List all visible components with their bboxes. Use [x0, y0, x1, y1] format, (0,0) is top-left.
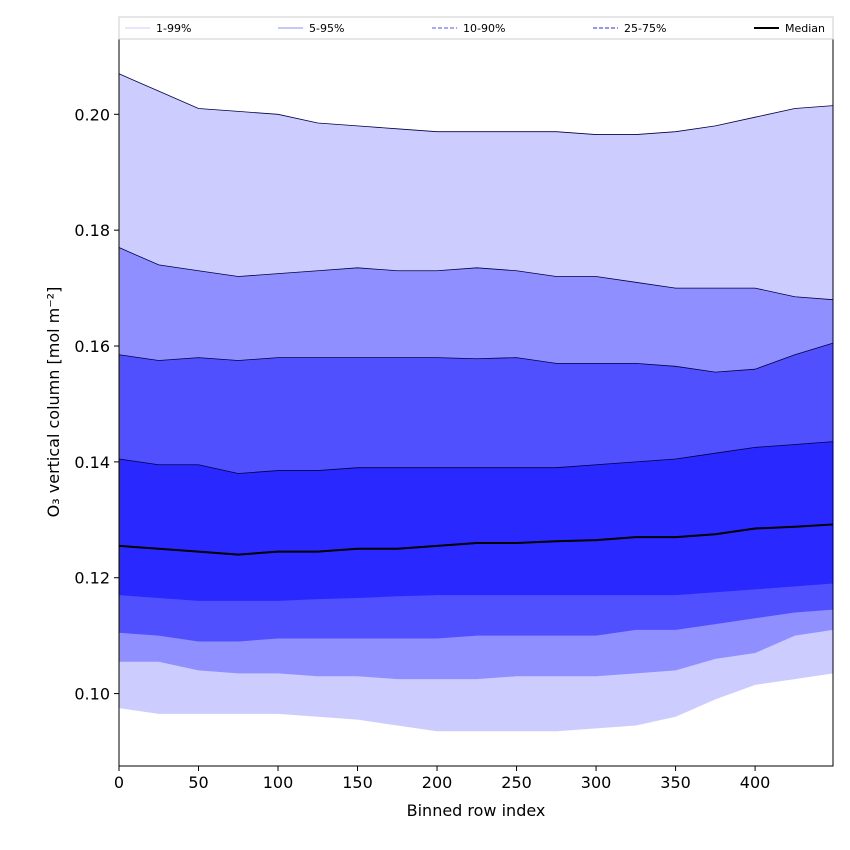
legend-label-1-99: 1-99% [156, 22, 191, 35]
x-tick-label: 200 [422, 773, 453, 792]
x-tick-label: 100 [263, 773, 294, 792]
y-tick-label: 0.18 [74, 221, 110, 240]
legend-box [118, 16, 834, 40]
band-10-90-upper-edge [118, 342, 834, 373]
band-25-75 [119, 441, 833, 601]
median-line [118, 523, 834, 556]
x-tick-label: 400 [740, 773, 771, 792]
y-axis-label: O₃ vertical column [mol m⁻²] [44, 287, 63, 518]
legend-label-5-95: 5-95% [309, 22, 344, 35]
y-tick-label: 0.12 [74, 569, 110, 588]
x-axis-ticks: 0 50 100 150 200 250 300 350 400 [114, 766, 770, 792]
y-tick-label: 0.16 [74, 337, 110, 356]
x-tick-label: 250 [501, 773, 532, 792]
bands-layer [118, 73, 834, 732]
band-1-99-upper-edge [118, 73, 834, 135]
x-tick-label: 350 [660, 773, 691, 792]
band-5-95-upper-edge [118, 247, 834, 301]
legend: 1-99% 5-95% 10-90% 25-75% Median [118, 16, 834, 40]
y-tick-label: 0.10 [74, 685, 110, 704]
legend-label-10-90: 10-90% [463, 22, 505, 35]
legend-items: 1-99% 5-95% 10-90% 25-75% Median [125, 22, 825, 35]
x-tick-label: 300 [581, 773, 612, 792]
x-tick-label: 150 [342, 773, 373, 792]
y-axis-ticks: 0.10 0.12 0.14 0.16 0.18 0.20 [74, 105, 119, 704]
legend-label-median: Median [785, 22, 825, 35]
legend-label-25-75: 25-75% [624, 22, 666, 35]
y-tick-label: 0.14 [74, 453, 110, 472]
x-tick-label: 50 [188, 773, 208, 792]
y-tick-label: 0.20 [74, 105, 110, 124]
x-axis-label: Binned row index [407, 801, 546, 820]
band-25-75-upper-edge [118, 441, 834, 474]
x-tick-label: 0 [114, 773, 124, 792]
median-layer [118, 523, 834, 556]
